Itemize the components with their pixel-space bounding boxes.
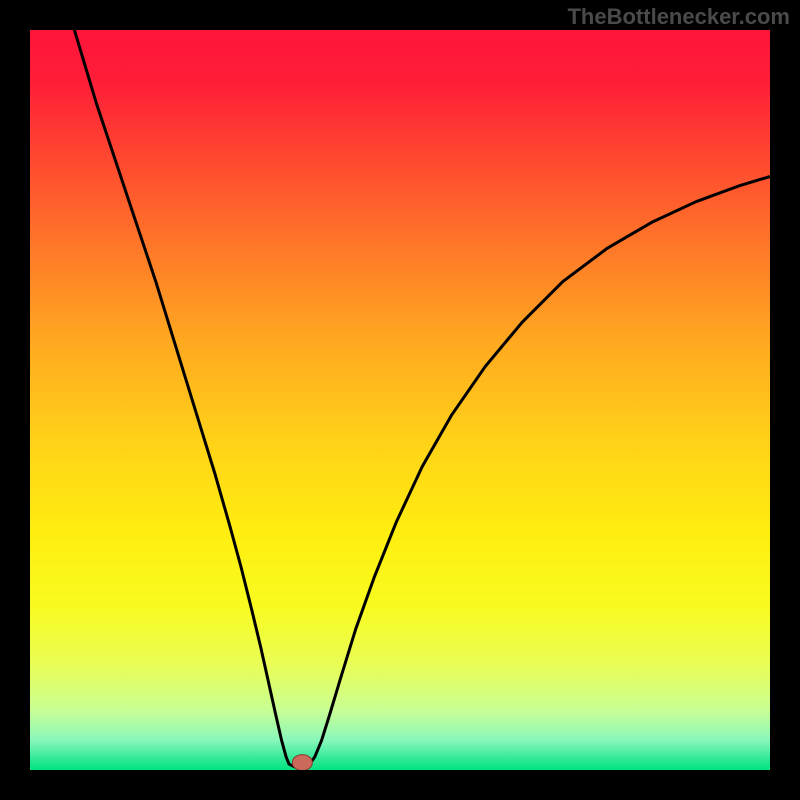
gradient-background	[30, 30, 770, 770]
watermark-text: TheBottlenecker.com	[567, 4, 790, 30]
optimal-point-marker	[292, 755, 312, 770]
bottleneck-curve-chart	[30, 30, 770, 770]
chart-container: TheBottlenecker.com	[0, 0, 800, 800]
plot-frame	[30, 30, 770, 770]
